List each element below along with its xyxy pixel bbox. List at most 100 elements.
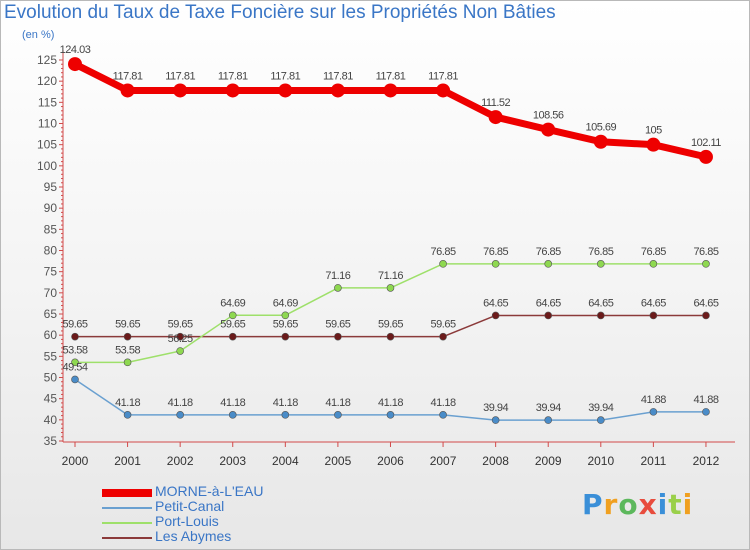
data-point [334, 411, 342, 419]
logo-letter: t [668, 488, 683, 521]
y-tick-label: 120 [37, 74, 57, 88]
data-label: 41.18 [378, 397, 403, 409]
y-tick-label: 90 [44, 201, 58, 215]
data-point [649, 260, 658, 268]
legend-label: Petit-Canal [155, 498, 225, 514]
data-point [281, 311, 290, 320]
data-label: 59.65 [378, 319, 403, 331]
data-label: 41.18 [168, 397, 193, 409]
y-tick-label: 65 [44, 307, 58, 321]
logo-letter: i [657, 488, 669, 521]
y-tick-label: 55 [44, 349, 58, 363]
data-point [123, 332, 132, 341]
data-label: 39.94 [536, 402, 561, 414]
y-tick-label: 110 [38, 117, 57, 131]
data-label: 102.11 [691, 137, 721, 149]
data-label: 41.18 [431, 397, 456, 409]
legend-label: Port-Louis [155, 513, 219, 529]
data-point [436, 83, 451, 98]
data-point [120, 83, 135, 98]
legend-swatch [102, 522, 152, 524]
x-tick-label: 2005 [325, 454, 352, 468]
data-point [386, 284, 395, 292]
data-point [334, 284, 342, 292]
data-label: 64.69 [273, 297, 298, 309]
x-tick-label: 2001 [114, 454, 141, 468]
data-label: 49.54 [62, 361, 87, 373]
data-label: 59.65 [62, 319, 87, 331]
logo-letter: i [682, 488, 694, 521]
logo-letter: P [582, 488, 604, 521]
y-tick-label: 75 [44, 265, 58, 279]
data-point [702, 260, 710, 268]
data-label: 76.85 [588, 246, 613, 258]
data-point [173, 83, 188, 98]
data-point [491, 260, 500, 268]
data-point [281, 332, 290, 341]
data-label: 59.65 [168, 319, 193, 331]
logo-letter: o [618, 488, 639, 521]
x-tick-label: 2008 [482, 454, 509, 468]
x-tick-label: 2002 [167, 454, 194, 468]
y-tick-label: 45 [44, 392, 58, 406]
y-tick-label: 80 [44, 244, 58, 258]
x-tick-label: 2010 [587, 454, 614, 468]
data-label: 41.88 [641, 394, 666, 406]
data-label: 117.81 [113, 70, 143, 82]
y-tick-label: 125 [37, 53, 57, 67]
data-label: 76.85 [693, 246, 718, 258]
data-point [596, 416, 605, 424]
data-label: 59.65 [115, 319, 140, 331]
x-tick-label: 2011 [640, 454, 666, 468]
data-label: 59.65 [220, 319, 245, 331]
data-label: 56.25 [168, 333, 193, 345]
data-point [71, 375, 79, 384]
data-point [649, 408, 658, 416]
data-point [491, 311, 500, 320]
data-label: 64.65 [483, 297, 508, 309]
data-label: 39.94 [588, 402, 613, 414]
y-tick-label: 105 [37, 138, 57, 152]
x-tick-label: 2009 [535, 454, 562, 468]
chart-unit-label: (en %) [22, 29, 55, 41]
data-label: 108.56 [533, 110, 564, 122]
data-point [383, 83, 398, 98]
data-label: 111.52 [481, 97, 510, 109]
y-tick-label: 35 [44, 434, 58, 448]
data-label: 64.65 [588, 297, 613, 309]
data-label: 124.03 [60, 44, 91, 56]
data-label: 76.85 [483, 246, 508, 258]
data-label: 117.81 [218, 70, 248, 82]
data-label: 53.58 [62, 344, 87, 356]
data-point [541, 122, 556, 137]
data-point [439, 332, 447, 341]
data-label: 64.69 [220, 297, 245, 309]
data-point [596, 260, 605, 268]
y-tick-label: 115 [38, 95, 57, 109]
data-point [488, 110, 503, 125]
data-point [702, 408, 710, 416]
data-label: 41.18 [220, 397, 245, 409]
data-label: 117.81 [323, 70, 353, 82]
data-point [646, 137, 661, 152]
data-label: 41.18 [273, 397, 298, 409]
data-point [593, 134, 608, 149]
x-tick-label: 2004 [272, 454, 299, 468]
data-point [702, 311, 710, 320]
y-tick-label: 70 [44, 286, 58, 300]
data-label: 76.85 [641, 246, 666, 258]
data-point [225, 83, 240, 98]
legend-label: MORNE-à-L'EAU [155, 483, 264, 499]
data-point [649, 311, 658, 320]
data-point [330, 83, 345, 98]
x-tick-label: 2003 [219, 454, 246, 468]
data-label: 39.94 [483, 402, 508, 414]
legend-swatch [102, 489, 152, 497]
data-point [71, 358, 79, 367]
data-point [544, 260, 553, 268]
x-tick-label: 2012 [693, 454, 720, 468]
y-tick-label: 50 [44, 371, 58, 385]
data-point [123, 411, 132, 419]
data-point [544, 416, 553, 424]
data-point [596, 311, 605, 320]
